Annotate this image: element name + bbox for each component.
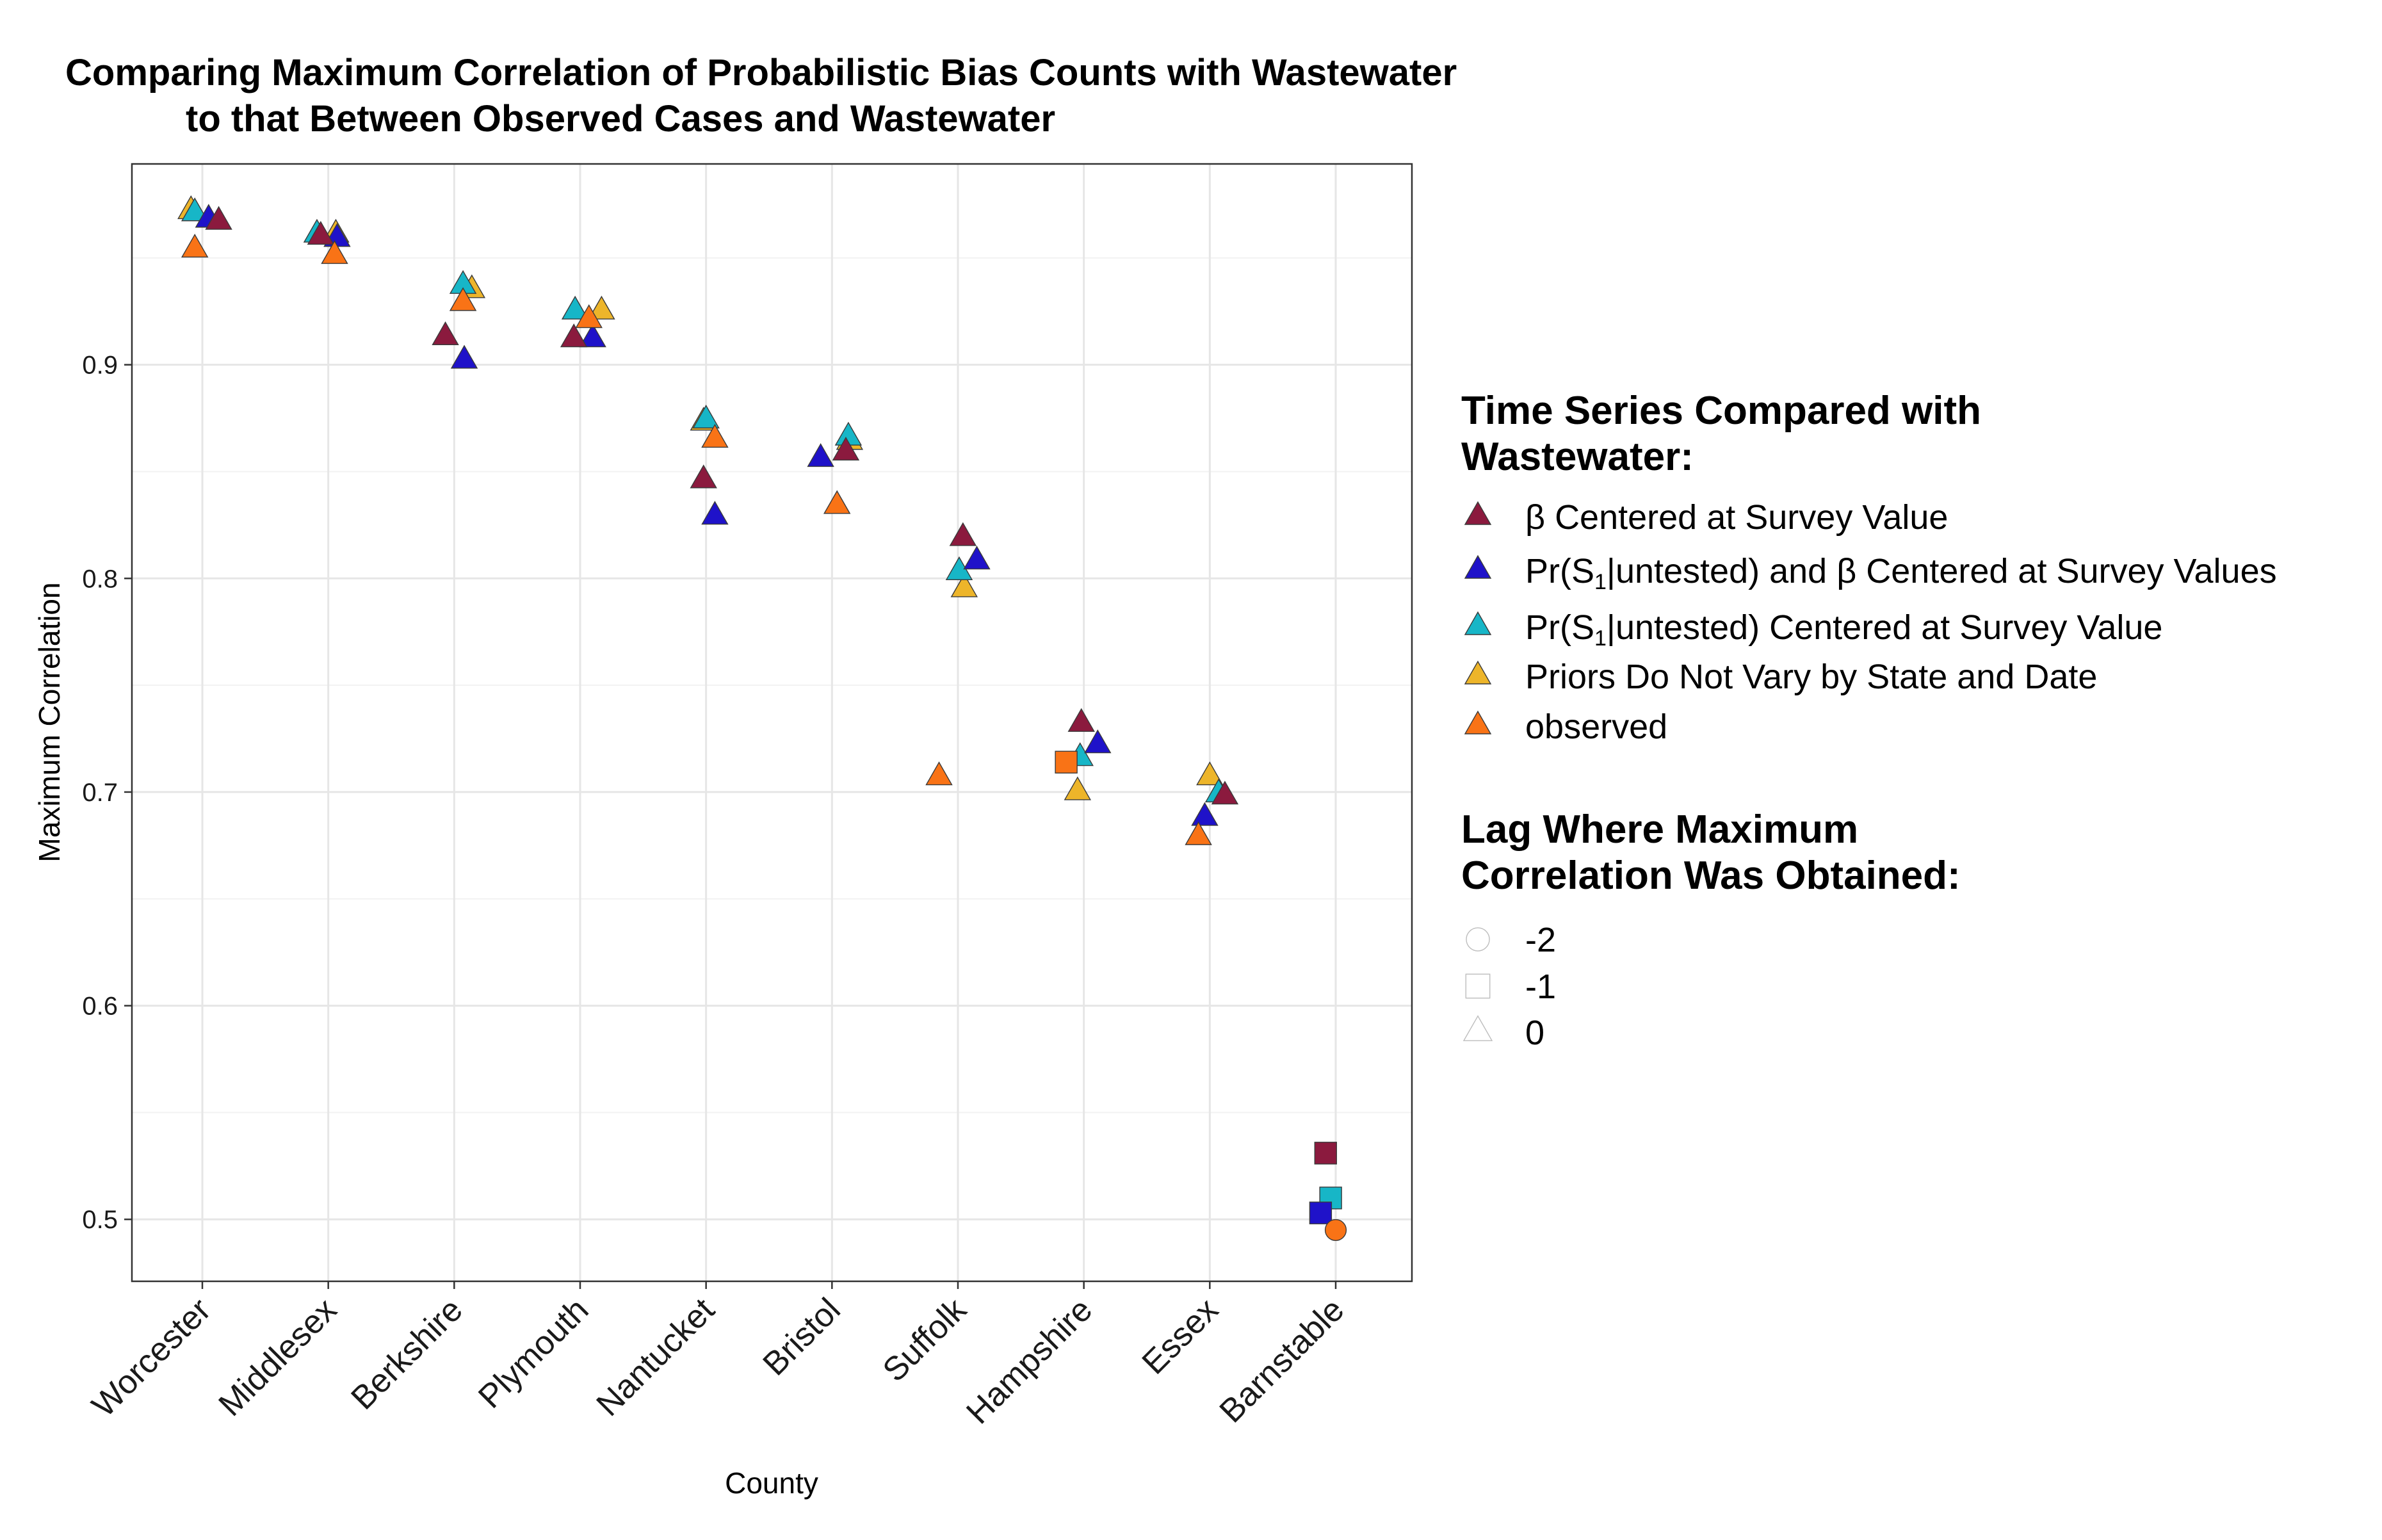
data-point-priors	[588, 295, 615, 320]
shape-legend-title-line-2: Correlation Was Obtained:	[1461, 854, 1961, 898]
color-legend-title-line-1: Time Series Compared with	[1461, 389, 1981, 433]
data-points	[177, 195, 1347, 1242]
data-point-beta	[1211, 781, 1239, 805]
x-tick-label: Plymouth	[471, 1291, 596, 1415]
data-point-pr_beta	[963, 546, 991, 570]
x-tick-label: Essex	[1135, 1291, 1226, 1381]
data-point-pr_beta	[1191, 802, 1219, 826]
color-legend-title-line-2: Wastewater:	[1461, 435, 1694, 479]
data-point-priors	[1196, 761, 1224, 786]
data-point-pr_beta	[701, 501, 729, 525]
data-point-pr	[692, 404, 720, 429]
x-tick-label: Middlesex	[212, 1291, 344, 1423]
data-point-beta	[560, 323, 588, 348]
data-point-beta	[832, 437, 860, 461]
plot-panel	[132, 164, 1412, 1281]
x-axis-title: County	[725, 1466, 818, 1500]
data-point-priors	[1064, 776, 1092, 800]
data-point-observed	[575, 304, 603, 328]
y-tick-label: 0.8	[82, 565, 118, 593]
x-tick-label: Bristol	[756, 1291, 848, 1382]
data-point-observed	[181, 234, 209, 258]
data-point-pr_beta	[1309, 1201, 1333, 1224]
legend-lag-label: 0	[1525, 1014, 1544, 1052]
data-point-beta	[690, 464, 717, 489]
data-point-observed	[449, 287, 477, 311]
x-tick-label: Berkshire	[344, 1291, 469, 1416]
data-point-beta	[1067, 708, 1095, 732]
legend-lag-label: -1	[1525, 968, 1556, 1006]
y-tick-label: 0.6	[82, 993, 118, 1021]
legend-label-observed: observed	[1525, 708, 1667, 746]
legend-label-pr_beta: Pr(S1|untested) and β Centered at Survey…	[1525, 552, 2277, 594]
legend-key-priors	[1464, 660, 1492, 685]
legend-shape-circle	[1466, 927, 1490, 952]
data-point-beta	[205, 206, 232, 230]
chart-title-line-1: Comparing Maximum Correlation of Probabi…	[65, 52, 1457, 93]
data-point-pr_beta	[579, 323, 606, 348]
legend-key-pr	[1464, 611, 1492, 635]
y-tick-label: 0.7	[82, 779, 118, 807]
shape-legend-title-line-1: Lag Where Maximum	[1461, 807, 1858, 852]
x-tick-label: Hampshire	[959, 1291, 1099, 1431]
x-tick-label: Barnstable	[1213, 1291, 1352, 1430]
data-point-pr	[181, 197, 209, 222]
chart-title: Comparing Maximum Correlation of Probabi…	[65, 52, 1457, 140]
data-point-observed	[1055, 750, 1078, 774]
legend-lag-label: -2	[1525, 921, 1556, 959]
data-point-pr	[561, 295, 589, 320]
y-tick-label: 0.5	[82, 1206, 118, 1234]
plot-panel-border	[131, 163, 1413, 1283]
data-point-pr_beta	[1084, 729, 1112, 754]
data-point-beta	[307, 221, 335, 245]
legend-key-pr_beta	[1464, 555, 1492, 579]
x-tick-label: Nantucket	[590, 1291, 722, 1423]
legend-label-priors: Priors Do Not Vary by State and Date	[1525, 658, 2097, 696]
data-point-observed	[701, 424, 729, 448]
data-point-observed	[1324, 1219, 1347, 1242]
y-axis-title: Maximum Correlation	[33, 582, 66, 862]
data-point-pr_beta	[807, 443, 834, 467]
y-tick-label: 0.9	[82, 352, 118, 380]
data-point-observed	[1185, 821, 1212, 845]
data-point-observed	[321, 240, 348, 264]
legend-key-beta	[1464, 501, 1492, 525]
legend-label-pr: Pr(S1|untested) Centered at Survey Value	[1525, 608, 2162, 651]
chart-title-line-2: to that Between Observed Cases and Waste…	[186, 98, 1055, 140]
legend-label-beta: β Centered at Survey Value	[1525, 498, 1948, 537]
legend-key-observed	[1464, 710, 1492, 734]
data-point-beta	[432, 321, 459, 345]
data-point-observed	[823, 490, 851, 514]
data-point-priors	[950, 573, 978, 597]
legend-shape-triangle	[1462, 1015, 1493, 1041]
data-point-beta	[949, 522, 977, 546]
legend-shape-square	[1465, 973, 1491, 999]
y-axis: 0.5 0.6 0.7 0.8 0.9	[82, 352, 132, 1234]
data-point-observed	[925, 761, 953, 786]
x-tick-label: Worcester	[85, 1291, 218, 1424]
data-point-beta	[1314, 1142, 1337, 1165]
data-point-pr_beta	[450, 344, 478, 369]
x-tick-label: Suffolk	[876, 1291, 974, 1389]
